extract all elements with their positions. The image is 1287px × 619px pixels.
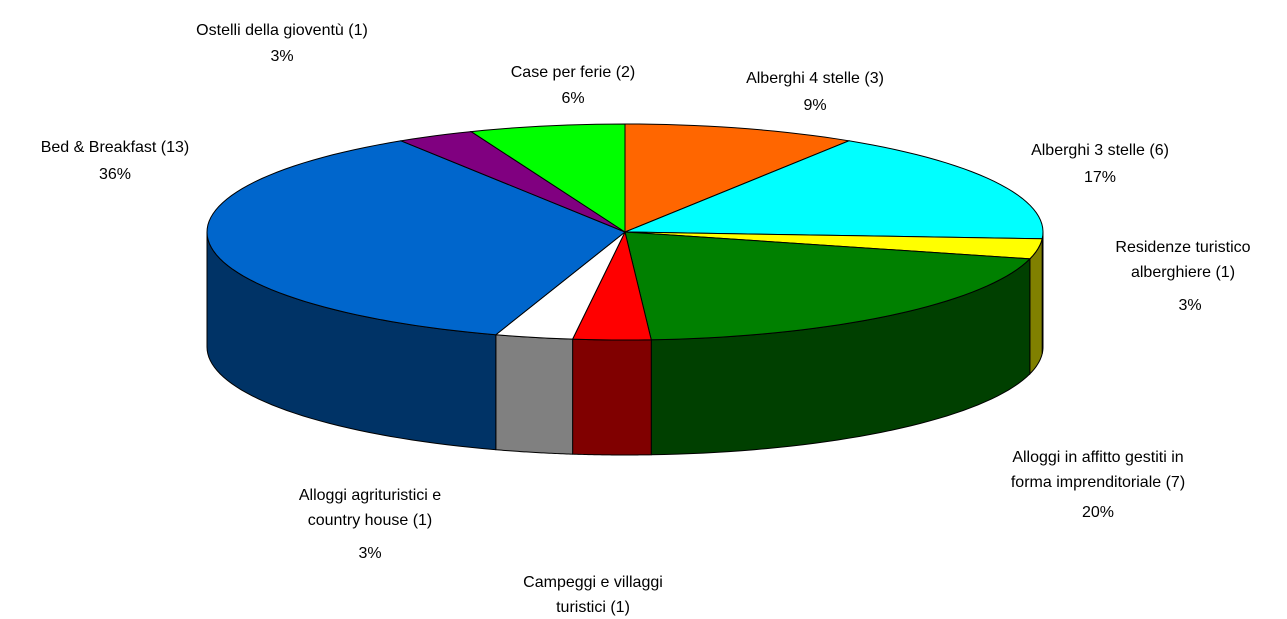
slice <box>624 123 851 233</box>
slice-label: Residenze turistico alberghiere (1) <box>1115 239 1251 281</box>
slice <box>571 230 652 341</box>
slice-label: Alberghi 3 stelle (6) <box>1031 142 1169 159</box>
slice-label: Alloggi agrituristici e country house (1… <box>298 487 442 529</box>
slice-value-label: 3% <box>270 48 294 65</box>
slice-value-label: 3% <box>358 545 382 562</box>
slice <box>399 131 626 233</box>
slice-side <box>495 334 574 455</box>
slice-value-label: 3% <box>1178 297 1202 314</box>
slice-label: Ostelli della gioventù (1) <box>196 22 368 39</box>
slice-value-label: 9% <box>803 97 827 114</box>
slice-value-label: 20% <box>1081 504 1115 521</box>
slice <box>494 231 626 340</box>
slice-label: Campeggi e villaggi turistici (1) <box>523 574 663 616</box>
slice-value-label: 17% <box>1083 169 1117 186</box>
slice <box>206 140 626 336</box>
slice <box>624 140 1044 240</box>
slice-value-label: 6% <box>561 90 585 107</box>
slice-label: Alberghi 4 stelle (3) <box>746 70 884 87</box>
slice <box>469 123 626 233</box>
slice-side <box>1029 238 1043 376</box>
slice-side <box>572 338 652 456</box>
slice <box>624 231 1032 341</box>
slice-label: Case per ferie (2) <box>510 64 636 81</box>
slice-label: Bed & Breakfast (13) <box>40 139 190 156</box>
slice-label: Alloggi in affitto gestiti in forma impr… <box>1010 449 1186 491</box>
slice-value-label: 36% <box>98 166 132 183</box>
